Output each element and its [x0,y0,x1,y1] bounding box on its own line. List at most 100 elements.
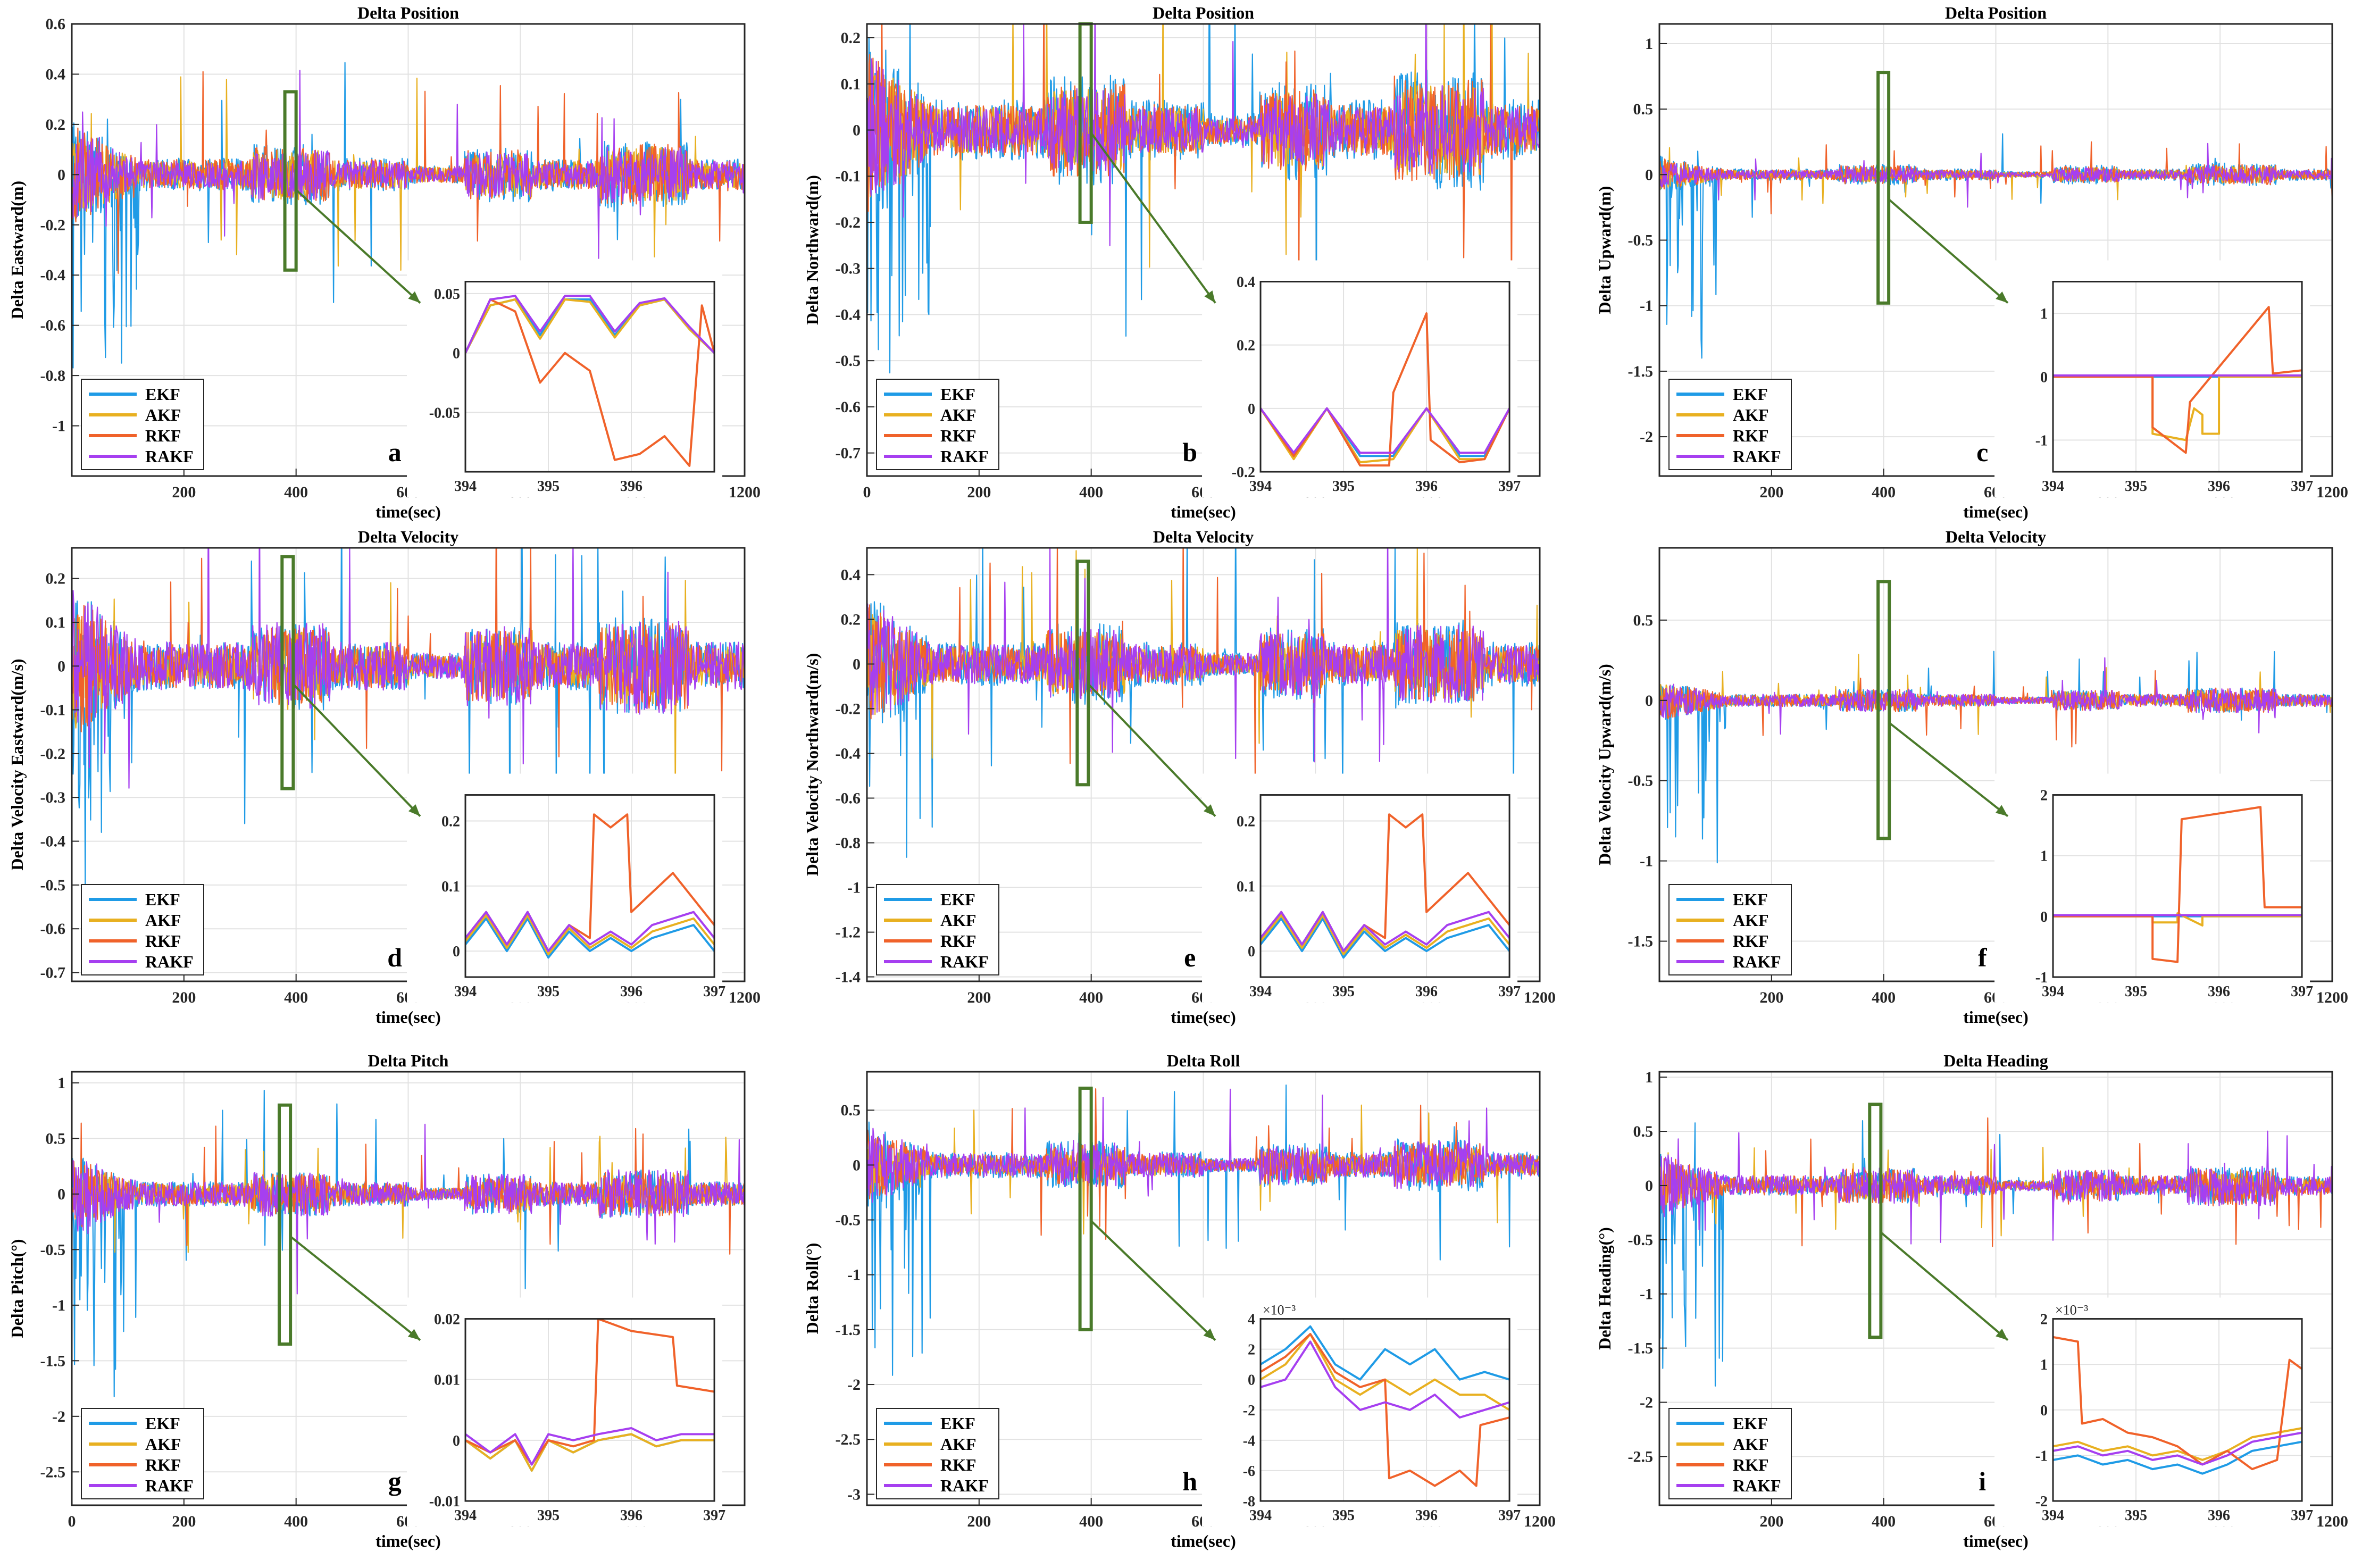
inset-x-tick-label: 395 [537,478,560,495]
y-tick-label: -1.5 [836,1321,861,1339]
y-tick-label: -1 [52,1297,65,1314]
y-tick-label: 0 [1645,1177,1653,1195]
chart-title: Delta Heading [1943,1051,2048,1070]
y-axis-label: Delta Velocity Eastward(m/s) [7,658,27,870]
x-tick-label: 400 [1079,483,1103,501]
inset-y-tick-label: 0.05 [434,286,460,303]
legend-label-rkf: RKF [145,426,181,445]
inset-line-ekf [2053,1440,2302,1475]
series-group [1659,1117,2332,1387]
y-tick-label: 0.2 [841,611,861,628]
series-line-rakf [1659,143,2332,208]
inset-y-tick-label: -1 [2035,432,2048,449]
x-tick-label: 1200 [2316,989,2348,1006]
legend-label-rkf: RKF [145,931,181,950]
zoom-region-box [1876,71,1891,305]
inset-y-tick-label: -2 [2035,1494,2048,1510]
legend-label-ekf: EKF [1733,1414,1768,1433]
y-tick-label: 0.5 [841,1102,861,1119]
inset-x-tick-label: 396 [2208,1507,2230,1524]
inset-frame [464,1318,715,1502]
x-axis-label: time(sec) [1171,1007,1236,1027]
inset-frame [1259,794,1510,978]
y-axis-label: Delta Pitch(°) [7,1239,27,1338]
x-axis-label: time(sec) [1171,502,1236,521]
inset-plot: 394 395 396 397 1 0 -1 [1994,260,2313,497]
panel-label: g [388,1466,402,1496]
inset-y-tick-label: 0 [453,346,460,362]
y-tick-label: 0.2 [46,570,66,588]
zoom-region-box [1078,1086,1093,1331]
y-tick-label: 1 [57,1074,65,1092]
zoom-arrow-head [1203,1328,1216,1340]
x-tick-label: 200 [1759,1513,1783,1530]
zoom-arrow-head [1996,291,2008,303]
inset-x-tick-label: 397 [2291,983,2313,1000]
subplot-d: 200400600800100012000.20.10-0.1-0.2-0.3-… [7,527,761,1027]
chart-title: Delta Position [1945,3,2047,22]
inset-y-tick-label: -1 [2035,970,2048,986]
y-tick-label: -0.5 [836,1212,861,1229]
y-tick-label: -0.8 [836,835,861,852]
inset-x-tick-label: 394 [1249,478,1272,495]
legend-label-rakf: RAKF [940,1476,989,1495]
y-tick-label: -0.8 [40,367,66,385]
y-tick-label: -1 [847,879,861,897]
inset-y-tick-label: 1 [2040,1357,2048,1373]
legend-label-ekf: EKF [940,1414,975,1433]
chart-title: Delta Velocity [1153,527,1254,546]
y-axis-label: Delta Velocity Upward(m/s) [1595,664,1614,865]
chart-title: Delta Roll [1167,1051,1240,1070]
series-line-rkf [867,24,1540,312]
inset-series-group [465,295,715,467]
inset-x-tick-label: 397 [703,1507,725,1524]
y-tick-label: 0.5 [1633,1123,1654,1140]
inset-line-rkf [2053,806,2302,963]
inset-series-group [1261,312,1510,467]
inset-x-tick-label: 396 [2208,478,2230,495]
inset-y-tick-label: 0 [453,944,460,960]
inset-series-group [2053,806,2302,963]
y-tick-label: -2 [847,1376,861,1394]
inset-area [465,1319,715,1501]
inset-y-tick-label: 0 [453,1433,460,1449]
y-tick-label: -0.5 [40,877,66,894]
legend-label-rakf: RAKF [145,1476,194,1495]
subplot-f: 200400600800100012000.50-0.5-1-1.5Delta … [1595,527,2348,1027]
inset-line-rakf [2053,1431,2302,1466]
y-tick-label: -1.4 [836,969,861,986]
panel-label: a [388,437,402,467]
y-tick-label: -2.5 [836,1431,861,1448]
inset-x-tick-label: 394 [454,478,477,495]
subplot-h: 200400600800100012000.50-0.5-1-1.5-2-2.5… [803,1051,1556,1550]
y-tick-label: -2 [1640,428,1653,446]
inset-frame [1259,1318,1510,1502]
inset-line-rakf [1261,911,1510,953]
zoom-arrow-line [1888,722,2009,818]
x-tick-label: 200 [1759,989,1783,1006]
inset-x-tick-label: 394 [2042,1507,2064,1524]
legend-label-ekf: EKF [940,385,975,404]
chart-title: Delta Velocity [1946,527,2046,546]
inset-frame [2052,281,2303,473]
inset-area [465,281,715,472]
x-tick-label: 400 [1872,1513,1896,1530]
y-tick-label: -0.2 [836,214,861,231]
x-axis-label: time(sec) [375,1007,441,1027]
inset-x-tick-label: 397 [2291,1507,2313,1524]
legend-label-rakf: RAKF [145,447,194,466]
y-tick-label: -1.5 [40,1352,66,1370]
inset-x-tick-label: 395 [1332,478,1355,495]
series-line-rakf [867,1088,1540,1203]
inset-y-tick-label: 4 [1248,1312,1255,1328]
inset-x-tick-label: 396 [2208,983,2230,1000]
inset-line-akf [2053,1427,2302,1461]
inset-x-tick-label: 397 [1498,983,1521,1000]
legend-label-ekf: EKF [145,1414,180,1433]
inset-multiplier: ×10⁻³ [2055,1303,2088,1318]
x-tick-label: 200 [967,1513,991,1530]
